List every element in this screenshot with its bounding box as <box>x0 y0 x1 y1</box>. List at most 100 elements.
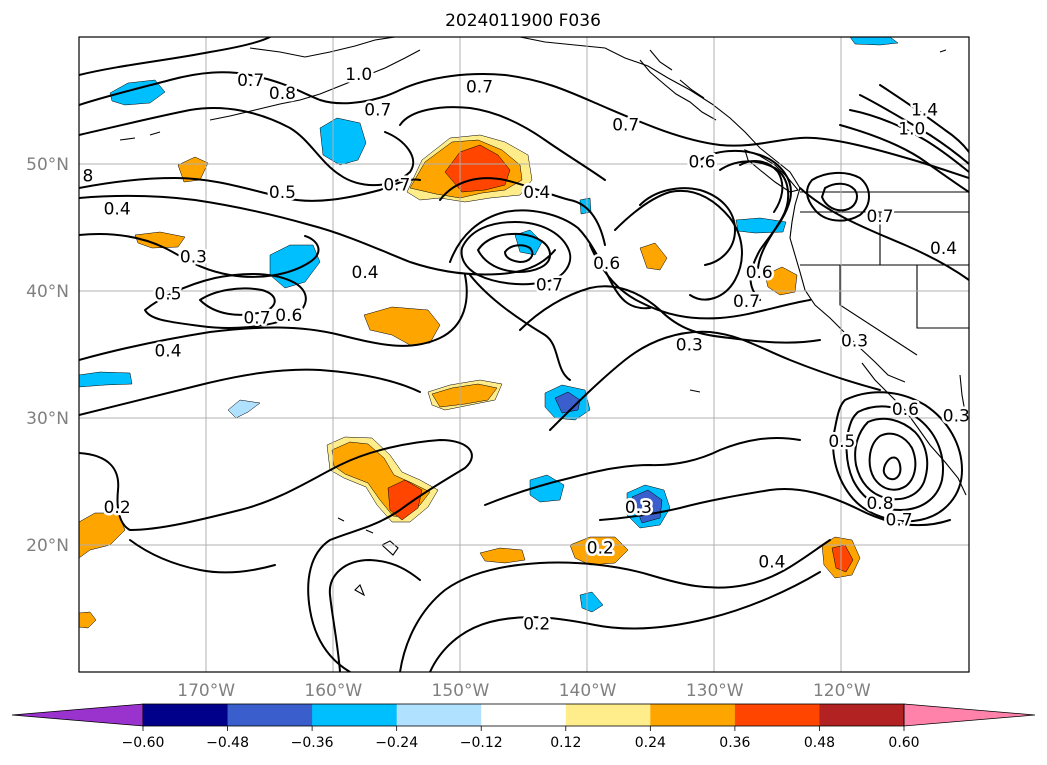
colorbar-segment <box>565 704 651 726</box>
contour-label: 0.2 <box>104 498 131 518</box>
colorbar-tick-label: 0.36 <box>719 735 750 751</box>
colorbar-tick-label: 0.12 <box>550 735 581 751</box>
lat-tick-label: 30°N <box>26 409 69 429</box>
shaded-anomaly-fields <box>79 37 899 629</box>
lat-tick-label: 50°N <box>26 155 69 175</box>
colorbar: −0.60 −0.48 −0.36 −0.24 −0.12 0.12 0.24 0.36 0.4… <box>11 703 1036 751</box>
contour-label: 0.4 <box>930 239 957 259</box>
colorbar-segment <box>734 704 820 726</box>
colorbar-tick-label: −0.48 <box>206 735 249 751</box>
lon-tick-label: 120°W <box>813 681 871 701</box>
positive-anomaly-small <box>177 156 209 183</box>
negative-anomaly-small <box>849 37 899 46</box>
contour-label: 0.5 <box>828 432 855 452</box>
lon-tick-label: 160°W <box>304 681 362 701</box>
colorbar-tick-label: −0.60 <box>122 735 165 751</box>
positive-anomaly-west <box>79 512 126 559</box>
negative-anomaly-small <box>579 591 604 613</box>
positive-anomaly-small <box>639 242 668 271</box>
contour-label: 0.6 <box>892 400 919 420</box>
contour-label: 0.7 <box>466 78 493 98</box>
contour-label: 0.3 <box>676 335 703 355</box>
positive-anomaly-small <box>134 231 186 249</box>
colorbar-segment <box>481 704 567 726</box>
positive-anomaly-south <box>569 536 629 566</box>
contour-label: 0.3 <box>625 498 652 518</box>
longitude-tick-labels: 170°W 160°W 150°W 140°W 130°W 120°W <box>177 681 871 701</box>
lon-tick-label: 140°W <box>559 681 617 701</box>
state-borders <box>800 211 969 356</box>
contour-label: 0.5 <box>154 285 181 305</box>
contour-label: 0.7 <box>237 71 264 91</box>
west-coast-usa <box>789 187 906 383</box>
colorbar-tick-label: −0.24 <box>375 735 418 751</box>
scattered-islands <box>119 49 947 393</box>
mexico-mainland-coast <box>959 374 969 421</box>
lon-tick-label: 150°W <box>432 681 490 701</box>
contour-lines <box>79 37 969 672</box>
colorbar-segment <box>819 704 905 726</box>
contour-label: 0.4 <box>154 342 181 362</box>
contour-label: 0.7 <box>733 292 760 312</box>
contour-label: 1.0 <box>345 65 372 85</box>
contour-label: 0.6 <box>746 263 773 283</box>
contour-label: 0.7 <box>383 175 410 195</box>
contour-label: 0.5 <box>269 183 296 203</box>
contour-label: 0.7 <box>866 207 893 227</box>
colorbar-segment <box>312 704 398 726</box>
positive-anomaly-south <box>479 547 526 564</box>
colorbar-tick-label: −0.12 <box>460 735 503 751</box>
baja-california <box>861 362 967 496</box>
colorbar-frame <box>142 703 905 727</box>
contour-label: 0.8 <box>866 494 893 514</box>
colorbar-tick-label: 0.48 <box>804 735 835 751</box>
contour-label: 0.3 <box>841 332 868 352</box>
negative-anomaly-small <box>514 229 543 256</box>
negative-anomaly-northwest <box>109 79 166 106</box>
contour-label: 0.7 <box>364 100 391 120</box>
contour-label: 0.6 <box>688 152 715 172</box>
latitude-tick-labels: 20°N 30°N 40°N 50°N <box>26 155 69 556</box>
contour-label: 0.6 <box>593 254 620 274</box>
hawaii-islands <box>337 517 399 597</box>
colorbar-segment <box>650 704 736 726</box>
contour-label: 0.3 <box>180 248 207 268</box>
contour-label: 0.4 <box>104 199 131 219</box>
lat-tick-label: 40°N <box>26 282 69 302</box>
positive-anomaly-mid <box>363 306 441 346</box>
colorbar-segment <box>396 704 482 726</box>
graticule <box>79 37 969 672</box>
positive-anomaly-subtropical <box>387 479 423 521</box>
lat-tick-label: 20°N <box>26 536 69 556</box>
map-area: 0.70.81.00.70.70.70.61.41.080.50.40.7 0.4… <box>79 37 969 672</box>
contour-label: 0.7 <box>243 309 270 329</box>
colorbar-segment <box>227 704 313 726</box>
contour-label: 1.4 <box>911 100 938 120</box>
contour-label: 0.7 <box>612 116 639 136</box>
lon-tick-label: 170°W <box>177 681 235 701</box>
contour-label: 0.4 <box>523 183 550 203</box>
contour-label: 0.4 <box>352 263 379 283</box>
colorbar-tick-label: 0.24 <box>635 735 666 751</box>
contour-label: 0.7 <box>886 511 913 531</box>
contour-label: 0.6 <box>275 306 302 326</box>
negative-anomaly-west <box>79 371 133 388</box>
contour-label: 0.2 <box>587 539 614 559</box>
contour-labels: 0.70.81.00.70.70.70.61.41.080.50.40.7 0.4… <box>80 62 969 637</box>
gulf-of-alaska-coast <box>519 37 801 189</box>
negative-anomaly-north <box>319 117 367 166</box>
contour-label: 8 <box>82 166 93 186</box>
coastlines <box>119 37 969 597</box>
contour-label: 0.7 <box>536 276 563 296</box>
alaska-coast <box>249 37 396 58</box>
alaska-panhandle-islands <box>639 49 717 121</box>
contour-label: 1.0 <box>898 119 925 139</box>
colorbar-tick-label: 0.60 <box>888 735 919 751</box>
positive-anomaly-small <box>79 611 97 629</box>
map-title: 2024011900 F036 <box>445 11 601 31</box>
vancouver-island <box>744 149 799 193</box>
positive-anomaly-small <box>764 266 798 296</box>
colorbar-extend-high <box>903 703 1036 727</box>
positive-anomaly-north-pacific <box>444 144 511 193</box>
